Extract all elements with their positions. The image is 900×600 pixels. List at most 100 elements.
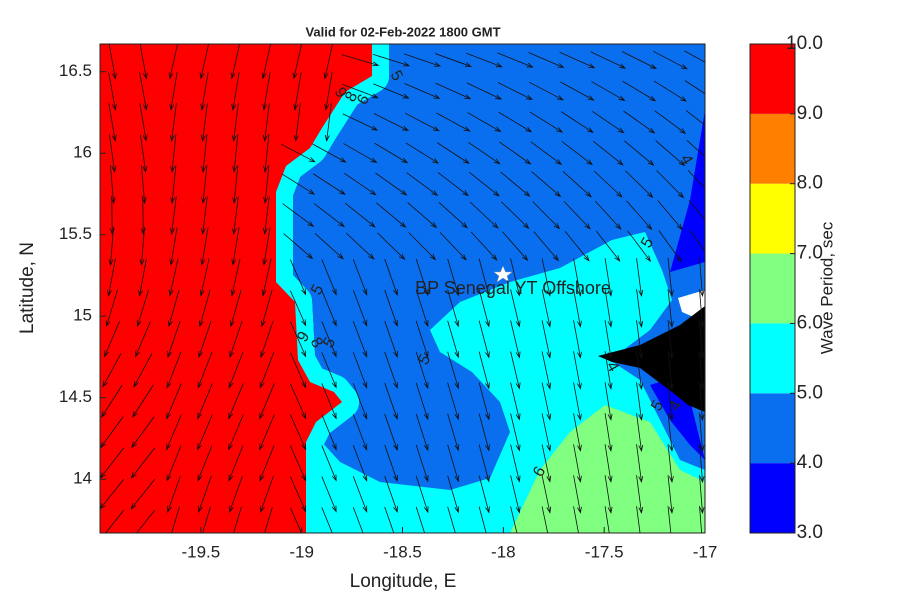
wave-direction-arrow — [624, 140, 655, 166]
wave-direction-arrow — [260, 475, 274, 514]
wave-direction-arrow — [510, 506, 518, 533]
wave-direction-arrow — [341, 54, 380, 67]
wave-direction-arrow — [289, 352, 307, 389]
wave-direction-arrow — [478, 506, 487, 533]
wave-direction-arrow — [468, 141, 501, 165]
colorbar-swatch — [750, 463, 795, 533]
wave-direction-arrow — [105, 509, 125, 533]
wave-direction-arrow — [230, 289, 242, 328]
wave-direction-arrow — [321, 290, 337, 327]
colorbar-tick-label: 4.0 — [797, 452, 823, 473]
wave-direction-arrow — [447, 475, 460, 514]
wave-direction-field — [100, 44, 705, 533]
x-tick-label: -18.5 — [383, 542, 422, 561]
wave-direction-arrow — [470, 231, 498, 261]
wave-direction-arrow — [138, 258, 147, 297]
wave-direction-arrow — [167, 320, 181, 359]
wave-direction-arrow — [656, 170, 685, 199]
wave-direction-arrow — [167, 475, 181, 514]
wave-direction-arrow — [312, 173, 346, 196]
wave-direction-arrow — [573, 351, 582, 390]
wave-direction-arrow — [292, 44, 302, 80]
wave-direction-arrow — [593, 170, 623, 198]
wave-direction-arrow — [530, 141, 563, 165]
wave-direction-arrow — [260, 320, 274, 359]
colorbar-swatch — [750, 253, 795, 324]
wave-direction-arrow — [229, 475, 243, 514]
wave-direction-arrow — [130, 447, 155, 479]
wave-direction-arrow — [655, 140, 686, 167]
wave-direction-arrow — [592, 140, 624, 166]
wave-direction-arrow — [563, 200, 591, 230]
wave-direction-arrow — [439, 231, 467, 261]
wave-direction-arrow — [573, 413, 582, 452]
wave-direction-arrow — [373, 83, 410, 99]
wave-direction-arrow — [447, 289, 460, 328]
wave-direction-arrow — [469, 201, 499, 229]
wave-direction-arrow — [139, 134, 148, 173]
wave-direction-arrow — [636, 258, 644, 297]
wave-direction-arrow — [573, 320, 582, 359]
wave-direction-arrow — [200, 103, 208, 143]
wave-direction-arrow — [229, 320, 243, 359]
wave-direction-arrow — [230, 44, 240, 80]
wave-direction-arrow — [108, 72, 117, 111]
wave-direction-arrow — [604, 382, 613, 421]
wave-direction-arrow — [352, 321, 368, 358]
wave-direction-arrow — [447, 351, 460, 390]
wave-direction-arrow — [478, 320, 490, 359]
wave-direction-arrow — [699, 351, 705, 391]
wave-direction-arrow — [667, 258, 674, 298]
x-tick-label: -17.5 — [585, 542, 624, 561]
wave-direction-arrow — [528, 81, 564, 101]
wave-direction-arrow — [604, 444, 613, 483]
wave-direction-arrow — [541, 320, 552, 359]
wave-direction-arrow — [201, 165, 208, 205]
wave-direction-arrow — [684, 50, 705, 63]
wave-direction-arrow — [108, 134, 117, 173]
wave-direction-arrow — [352, 352, 368, 389]
wave-direction-arrow — [510, 320, 521, 359]
wave-direction-arrow — [529, 111, 564, 133]
wave-direction-arrow — [384, 444, 398, 483]
wave-direction-arrow — [498, 111, 533, 133]
wave-direction-arrow — [408, 232, 437, 261]
wave-direction-arrow — [699, 475, 705, 515]
wave-direction-arrow — [166, 414, 182, 451]
wave-direction-arrow — [263, 165, 270, 205]
wave-direction-arrow — [621, 51, 658, 69]
colorbar-frame — [749, 43, 796, 534]
wave-direction-arrow — [197, 414, 213, 451]
wave-direction-arrow — [293, 103, 301, 143]
wave-direction-arrow — [699, 382, 705, 422]
wave-direction-arrow — [262, 72, 271, 111]
wave-direction-arrow — [313, 203, 345, 228]
wave-direction-arrow — [232, 134, 239, 174]
wave-direction-arrow — [168, 258, 179, 297]
wave-direction-arrow — [636, 382, 644, 421]
wave-direction-arrow — [377, 232, 406, 261]
wave-direction-arrow — [283, 233, 314, 260]
wave-direction-arrow — [667, 289, 674, 329]
wave-direction-arrow — [415, 258, 429, 297]
wave-direction-arrow — [657, 200, 684, 231]
wave-direction-arrow — [684, 80, 705, 95]
wave-direction-arrow — [404, 83, 441, 99]
colorbar-tick-label: 8.0 — [797, 173, 823, 194]
wave-direction-arrow — [404, 112, 440, 132]
wave-direction-arrow — [502, 231, 529, 262]
wave-direction-arrow — [314, 232, 344, 260]
wave-direction-arrow — [667, 506, 672, 533]
wave-direction-arrow — [170, 165, 177, 205]
wave-direction-arrow — [685, 110, 705, 126]
wave-direction-arrow — [501, 201, 530, 230]
wave-direction-arrow — [202, 506, 211, 533]
wave-direction-arrow — [622, 80, 657, 102]
colorbar-swatch — [750, 183, 795, 254]
wave-direction-arrow — [352, 445, 368, 482]
wave-direction-arrow — [415, 444, 429, 483]
wave-direction-arrow — [384, 382, 398, 421]
wave-direction-arrow — [384, 413, 398, 452]
wave-direction-arrow — [345, 232, 375, 260]
wave-direction-arrow — [166, 445, 182, 482]
